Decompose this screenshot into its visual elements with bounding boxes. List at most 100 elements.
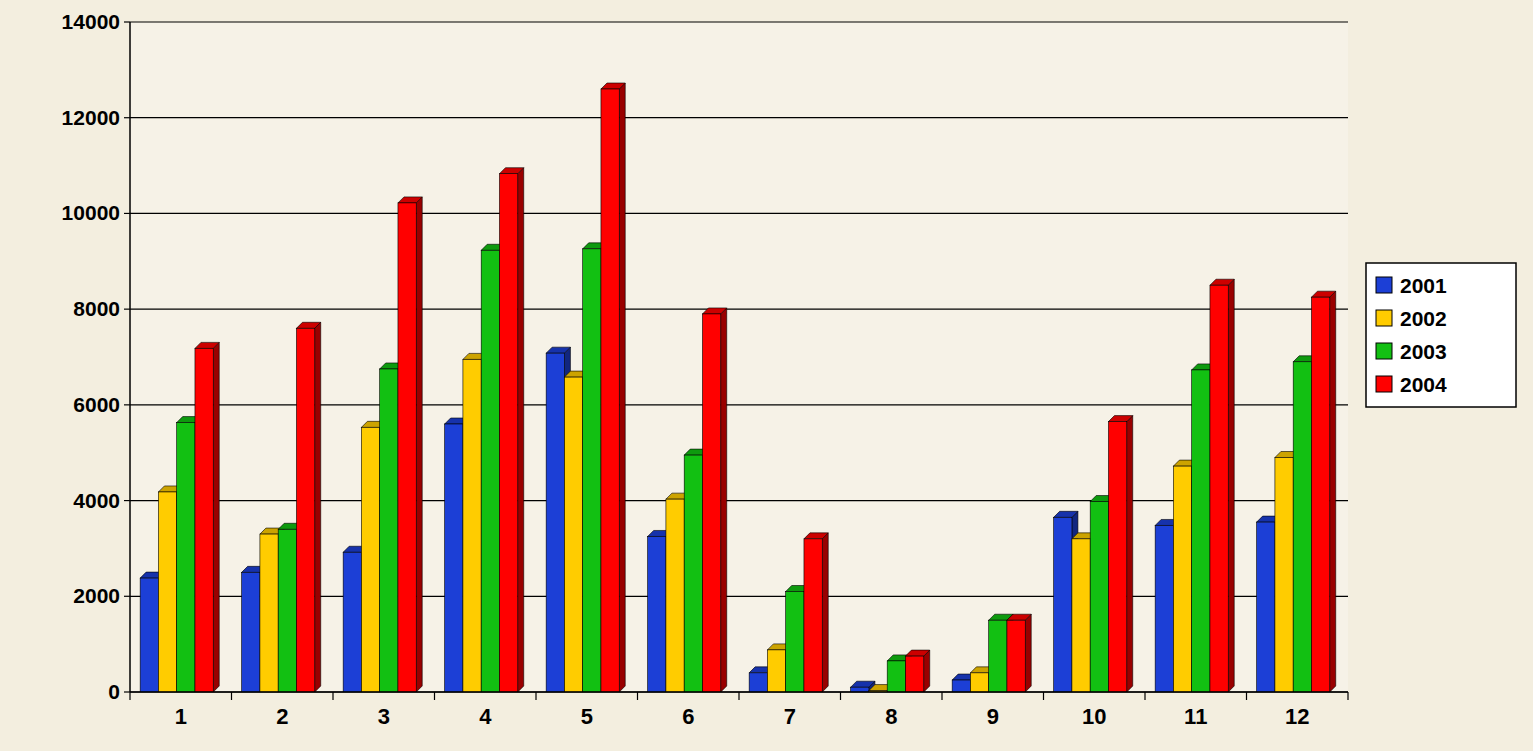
bar <box>601 89 619 692</box>
bar <box>702 314 720 692</box>
bar <box>989 620 1007 692</box>
y-tick-label: 8000 <box>73 297 120 320</box>
y-tick-label: 12000 <box>62 106 120 129</box>
chart: 0200040006000800010000120001400012345678… <box>0 0 1533 751</box>
bar <box>343 552 361 692</box>
bar <box>1257 522 1275 692</box>
legend-label: 2002 <box>1400 307 1447 330</box>
x-tick-label: 12 <box>1285 704 1309 729</box>
bar-side <box>1228 279 1234 692</box>
bar-side <box>1330 291 1336 692</box>
bar-side <box>924 650 930 692</box>
bar <box>361 427 379 692</box>
x-tick <box>840 692 841 700</box>
bars <box>140 83 1336 692</box>
bar <box>786 592 804 693</box>
y-tick <box>124 404 130 405</box>
x-tick-label: 4 <box>479 704 492 729</box>
x-tick-label: 3 <box>378 704 390 729</box>
y-tick <box>124 500 130 501</box>
y-tick <box>124 691 130 692</box>
bar <box>296 328 314 692</box>
y-tick-label: 10000 <box>62 201 120 224</box>
x-tick <box>129 692 130 700</box>
x-tick-label: 8 <box>885 704 897 729</box>
bar <box>1275 458 1293 693</box>
grid-line <box>130 21 1348 22</box>
bar <box>1007 620 1025 692</box>
bar <box>887 661 905 692</box>
bar <box>583 249 601 692</box>
bar-side <box>315 322 321 692</box>
x-tick-label: 9 <box>987 704 999 729</box>
bar-top <box>546 347 570 353</box>
x-tick <box>231 692 232 700</box>
bar-side <box>721 308 727 692</box>
bar-side <box>822 533 828 692</box>
bar <box>242 572 260 692</box>
x-tick <box>1246 692 1247 700</box>
x-tick <box>1043 692 1044 700</box>
bar <box>1155 525 1173 692</box>
x-tick <box>738 692 739 700</box>
grid-line <box>130 309 1348 310</box>
x-tick-label: 6 <box>682 704 694 729</box>
bar-side <box>619 83 625 692</box>
bar-top <box>296 322 320 328</box>
legend-label: 2004 <box>1400 373 1447 396</box>
x-tick-label: 7 <box>784 704 796 729</box>
bar-top <box>1210 279 1234 285</box>
y-tick <box>124 309 130 310</box>
x-tick-label: 2 <box>276 704 288 729</box>
y-tick-label: 6000 <box>73 393 120 416</box>
bar <box>952 680 970 692</box>
bar <box>481 250 499 692</box>
bar <box>1173 466 1191 692</box>
bar <box>177 423 195 692</box>
x-tick <box>1347 692 1348 700</box>
y-tick-label: 14000 <box>62 10 120 33</box>
bar-top <box>601 83 625 89</box>
bar <box>666 499 684 692</box>
bar <box>398 203 416 692</box>
bar <box>648 536 666 692</box>
bar <box>195 348 213 692</box>
bar <box>749 673 767 692</box>
bar <box>380 369 398 692</box>
bar-side <box>1127 416 1133 692</box>
bar <box>260 534 278 692</box>
x-tick-label: 1 <box>175 704 187 729</box>
bar-top <box>905 650 929 656</box>
bar-top <box>1108 416 1132 422</box>
grid-line <box>130 117 1348 118</box>
bar <box>278 529 296 692</box>
bar <box>1311 297 1329 692</box>
bar <box>767 650 785 692</box>
bar <box>684 455 702 692</box>
x-tick <box>941 692 942 700</box>
bar-side <box>213 342 219 692</box>
bar <box>1108 422 1126 692</box>
legend: 2001200220032004 <box>1366 263 1516 407</box>
y-tick-label: 2000 <box>73 584 120 607</box>
legend-label: 2001 <box>1400 274 1447 297</box>
bar <box>804 539 822 692</box>
bar <box>905 656 923 692</box>
legend-swatch <box>1376 343 1392 359</box>
x-tick-label: 11 <box>1184 704 1207 729</box>
bar <box>1072 539 1090 692</box>
bar <box>564 377 582 692</box>
y-tick <box>124 117 130 118</box>
bar-top <box>1054 511 1078 517</box>
bar <box>1210 285 1228 692</box>
bar <box>546 353 564 692</box>
bar-top <box>804 533 828 539</box>
x-tick <box>1144 692 1145 700</box>
grid-line <box>130 213 1348 214</box>
bar <box>499 174 517 692</box>
bar-side <box>518 168 524 692</box>
x-tick <box>434 692 435 700</box>
y-tick <box>124 21 130 22</box>
x-tick <box>332 692 333 700</box>
bar <box>1192 370 1210 692</box>
